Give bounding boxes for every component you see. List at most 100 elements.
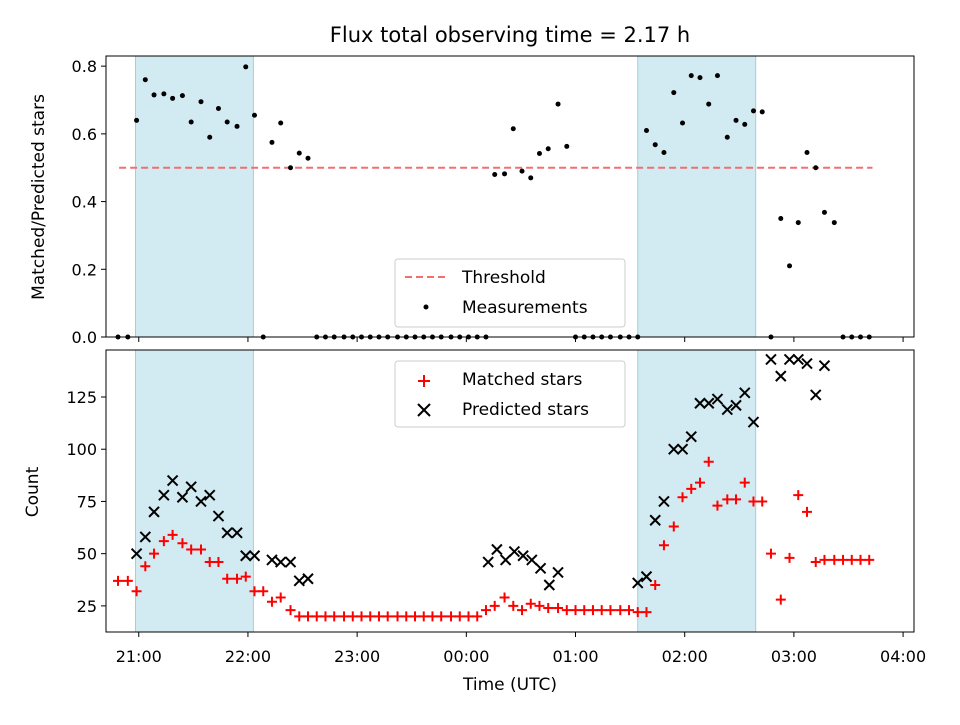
bottom-panel-y-axis-label: Count [23,466,43,517]
matched-star-point [624,605,635,616]
matched-star-point [579,605,590,616]
matched-star-point [418,611,429,622]
matched-star-point [347,611,358,622]
predicted-star-point [212,510,225,522]
top-y-tick-label: 0.2 [72,260,97,279]
legend-predicted-swatch [417,403,431,417]
legend-measurements-swatch [423,304,429,310]
predicted-star-point [747,416,760,428]
predicted-star-point [176,491,189,503]
predicted-star-point [195,495,207,508]
predicted-star-point [534,562,547,574]
top-axes-frame [105,55,915,338]
predicted-star-point [482,556,494,568]
measurement-point [215,105,221,111]
matched-star-point [480,605,491,616]
measurement-point [151,92,157,98]
bottom-legend: Matched stars Predicted stars [394,360,626,428]
matched-star-point [373,611,384,622]
matched-star-point [311,611,322,622]
predicted-star-point [543,579,556,591]
x-tick-label: 01:00 [552,647,598,666]
measurement-point [643,127,649,133]
measurement-point [733,117,739,123]
matched-star-point [167,529,178,540]
matched-star-point [775,594,786,605]
predicted-star-point [158,489,170,501]
measurement-point [278,120,284,126]
matched-star-point [446,611,457,622]
predicted-star-point [274,556,287,568]
matched-star-point [632,607,643,618]
measurement-point [821,209,827,215]
predicted-star-point [508,545,521,558]
predicted-star-point [491,543,503,556]
measurement-point [688,73,694,79]
legend-measurements-label: Measurements [462,298,588,318]
measurement-point [787,263,793,269]
matched-star-point [570,605,581,616]
predicted-star-point [783,353,796,366]
x-tick-label: 03:00 [771,647,817,666]
predicted-star-point [676,443,689,455]
predicted-star-point [810,389,822,401]
matched-star-point [677,492,688,503]
top-y-tick-label: 0.0 [72,328,97,347]
matched-star-point [427,611,438,622]
measurement-point [528,175,534,181]
matched-star-point [303,611,313,622]
matched-star-point [650,580,661,590]
matched-star-point [285,605,296,616]
matched-star-point [266,596,277,607]
predicted-star-point [139,531,152,543]
matched-star-point [275,592,286,603]
matched-star-point [149,548,160,559]
predicted-star-point [499,554,512,566]
matched-star-point [596,605,607,616]
predicted-star-point [649,514,661,526]
bottom-y-tick-label: 50 [77,545,97,564]
matched-star-point [401,611,412,622]
matched-star-point [463,611,474,622]
predicted-star-point [302,573,314,585]
measurement-point [536,151,542,157]
matched-star-point [712,500,723,511]
predicted-star-point [711,393,724,405]
predicted-star-point [640,570,653,583]
matched-star-point [739,477,750,488]
matched-star-point [543,602,554,613]
predicted-star-point [526,554,538,566]
predicted-star-point [148,506,160,518]
matched-star-point [240,571,251,582]
matched-star-point [829,554,840,565]
measurement-point [742,121,748,127]
predicted-star-point [231,527,243,539]
measurement-point [179,93,185,99]
measurement-point [714,73,720,79]
matched-star-point [177,538,188,549]
matched-star-point [454,611,465,622]
matched-star-point [658,540,669,551]
x-axis-label: Time (UTC) [462,675,557,695]
measurement-point [750,108,756,114]
measurement-point [243,64,249,70]
matched-star-point [392,611,403,622]
predicted-star-point [765,353,777,366]
matched-star-point [186,544,197,555]
top-legend: Threshold Measurements [394,258,626,328]
predicted-star-point [792,353,804,366]
measurement-point [288,165,294,171]
measurement-point [759,109,765,115]
measurement-point [161,91,167,97]
bottom-panel: 25 50 75 100 125 21:00 22:00 23:00 00:00 01:00 02:… [66,349,926,666]
matched-star-point [140,561,151,572]
bottom-series-1-markers [130,353,831,591]
measurement-point [234,123,240,129]
measurement-point [778,216,784,222]
measurement-point [804,149,810,155]
legend-matched-swatch [418,375,430,387]
measurement-point [170,95,176,101]
matched-star-point [508,600,519,611]
matched-star-point [232,573,243,584]
predicted-star-point [668,443,680,455]
